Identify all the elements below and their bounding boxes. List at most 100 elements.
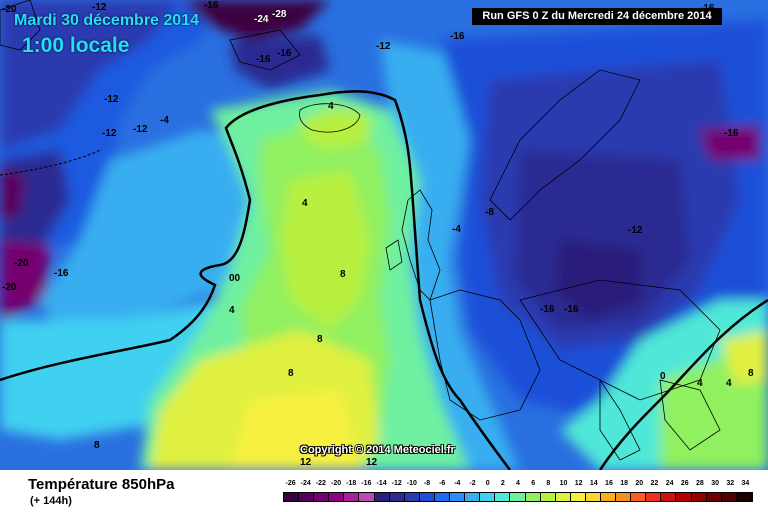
color-scale-value: -20 [331,480,342,487]
color-scale-swatch [631,493,647,501]
color-scale-value: -4 [454,480,461,487]
color-scale-value: -6 [439,480,446,487]
color-scale-value: 4 [516,480,520,487]
map-label: 4 [726,378,732,389]
color-scale-swatch [646,493,662,501]
color-scale-swatch [344,493,360,501]
color-scale-swatch [721,493,737,501]
copyright-notice: Copyright © 2014 Meteociel.fr [300,444,455,456]
map-label: 4 [229,305,235,316]
map-label: 12 [300,457,312,468]
map-label: -4 [452,224,461,235]
color-scale-value: 14 [589,480,598,487]
color-scale-swatch [329,493,345,501]
forecast-time: 1:00 locale [22,34,130,57]
map-label: -12 [92,2,107,13]
color-scale-value: -26 [285,480,296,487]
color-scale-value: 32 [726,480,735,487]
run-info: Run GFS 0 Z du Mercredi 24 décembre 2014 [472,8,722,25]
map-label: 8 [748,368,754,379]
color-scale-value: 10 [559,480,568,487]
map-label: 8 [288,368,294,379]
color-scale-value: -8 [423,480,431,487]
color-scale-value: -18 [346,480,357,487]
color-scale-swatch [374,493,390,501]
map-label: 4 [697,378,703,389]
map-label: 8 [317,334,323,345]
color-scale-value: -2 [469,480,476,487]
color-scale-value: 34 [741,480,750,487]
color-scale-swatch [600,493,617,501]
color-scale-swatch [540,493,556,501]
map-label: -16 [724,128,739,139]
color-scale-swatch [510,493,526,501]
scandinavia-outline [489,69,641,221]
ireland-outline [385,239,403,271]
color-scale-swatch [736,493,752,501]
greenland-tip-outline [229,29,301,71]
color-scale-swatch [495,493,511,501]
map-label: 8 [94,440,100,451]
color-scale-swatch [706,493,722,501]
color-scale-swatch [525,493,541,501]
color-scale-value: 22 [650,480,659,487]
map-label: -16 [256,54,271,65]
color-scale-value: 0 [485,480,490,487]
color-scale-swatch [661,493,677,501]
italy-outline [599,378,641,461]
color-scale-value: -24 [300,480,311,487]
color-scale-swatch [314,493,330,501]
color-scale-value: -22 [315,480,326,487]
map-label: -16 [700,3,715,14]
map-label: -20 [2,282,17,293]
color-scale-swatch [404,493,420,501]
color-scale-value: 6 [531,480,536,487]
map-label: -16 [54,268,69,279]
color-scale-swatch [299,493,315,501]
color-scale-value: -10 [406,480,417,487]
color-scale-swatch [419,493,435,501]
map-label: -12 [133,124,148,135]
map-label: 4 [328,101,334,112]
british-isles-outline [401,189,441,301]
map-label: -12 [376,41,391,52]
color-scale-swatch [570,493,586,501]
color-scale-swatch [616,493,632,501]
map-canvas [0,0,768,470]
color-scale: -26 -24 -22 -20 -18 -16 -14 -12 -10 -8 -6 -4 -2 0 2 4 6 8… [283,480,753,508]
map-label: 4 [302,198,308,209]
color-scale-value: 30 [711,480,719,487]
color-scale-value: 8 [546,480,551,487]
map-label: -8 [485,207,494,218]
color-scale-swatch [284,493,300,501]
variable-title: Température 850hPa [28,476,175,493]
color-scale-swatch [691,493,707,501]
isotherm-thin [0,149,101,176]
color-scale-swatch [480,493,496,501]
color-scale-value: -12 [391,480,402,487]
forecast-date: Mardi 30 décembre 2014 [14,12,199,29]
color-scale-value: 20 [635,480,644,487]
color-scale-swatch [434,493,451,501]
forecast-lead-time: (+ 144h) [30,495,72,507]
map-label: 8 [340,269,346,280]
map-label: -12 [628,225,643,236]
color-scale-labels: -26 -24 -22 -20 -18 -16 -14 -12 -10 -8 -6 -4 -2 0 2 4 6 8… [283,480,753,492]
temperature-field [0,0,768,470]
canada-arctic-outline [0,0,41,51]
color-scale-value: 16 [605,480,613,487]
color-scale-value: -16 [361,480,372,487]
map-label: -12 [104,94,119,105]
isotherm-zero-east [598,298,768,470]
temperature-map: Mardi 30 décembre 2014 1:00 locale Run G… [0,0,768,470]
map-label: -4 [160,115,169,126]
map-label: -16 [540,304,555,315]
map-label: -28 [272,9,287,20]
color-scale-swatch [585,493,601,501]
color-scale-value: 12 [574,480,583,487]
balkans-outline [659,379,721,451]
map-label: 0 [660,371,666,382]
isotherm-zero-west [0,90,512,470]
map-label: 00 [229,273,241,284]
